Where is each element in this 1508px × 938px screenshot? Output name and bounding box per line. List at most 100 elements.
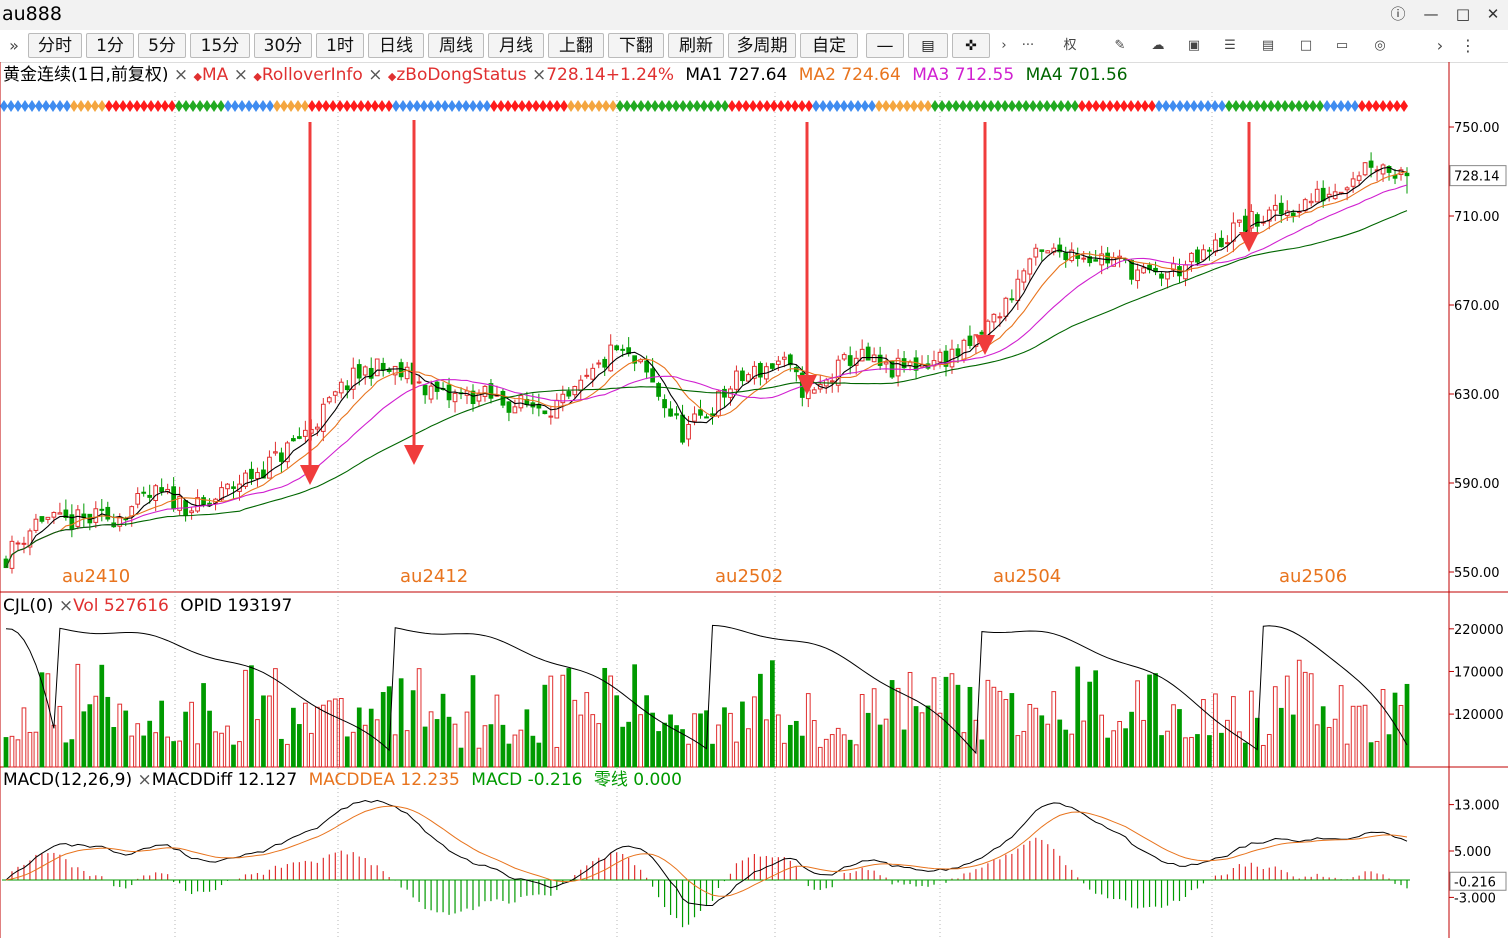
macd-diff-line bbox=[5, 799, 1408, 906]
status-marker bbox=[700, 100, 708, 112]
macd-tick-label: 13.000 bbox=[1454, 799, 1500, 814]
status-marker bbox=[308, 100, 316, 112]
candle-body bbox=[183, 500, 188, 516]
price-tick-label: 550.00 bbox=[1454, 566, 1500, 581]
period-button-daily[interactable]: 日线 bbox=[368, 33, 424, 58]
candle-body bbox=[524, 398, 530, 405]
volume-bar bbox=[1302, 671, 1308, 768]
close-indicator-icon[interactable]: × bbox=[137, 770, 152, 790]
refresh-button[interactable]: 刷新 bbox=[668, 33, 724, 58]
volume-bar bbox=[39, 672, 45, 768]
candle-body bbox=[955, 348, 961, 357]
volume-bar bbox=[967, 686, 973, 768]
period-button-fenshi[interactable]: 分时 bbox=[28, 33, 82, 58]
candle-body bbox=[1308, 200, 1314, 204]
candle-body bbox=[961, 339, 967, 361]
period-button-weekly[interactable]: 周线 bbox=[428, 33, 484, 58]
volume-bar bbox=[69, 739, 75, 768]
candle-body bbox=[428, 385, 434, 400]
volume-bar bbox=[500, 724, 506, 768]
chevron-right-icon[interactable]: › bbox=[1001, 38, 1007, 53]
period-button-30min[interactable]: 30分 bbox=[254, 33, 312, 58]
volume-bar bbox=[159, 700, 165, 768]
trash-icon[interactable]: ▭ bbox=[1335, 38, 1349, 53]
candle-body bbox=[153, 485, 159, 501]
indicator-rollover[interactable]: RolloverInfo bbox=[261, 65, 363, 85]
candle-body bbox=[1254, 214, 1260, 227]
status-marker bbox=[581, 100, 589, 112]
more-icon[interactable]: ··· bbox=[1021, 38, 1035, 53]
more-vertical-icon[interactable]: ⋮ bbox=[1460, 36, 1476, 55]
double-chevron-right-icon[interactable]: » bbox=[9, 36, 19, 55]
document-icon[interactable]: ▤ bbox=[1261, 38, 1275, 53]
status-marker bbox=[693, 100, 701, 112]
candle-body bbox=[87, 513, 93, 524]
close-indicator-icon[interactable]: × bbox=[368, 65, 383, 85]
period-button-15min[interactable]: 15分 bbox=[190, 33, 250, 58]
close-indicator-icon[interactable]: × bbox=[531, 65, 547, 85]
volume-bar bbox=[99, 664, 105, 768]
indicator-bodong[interactable]: zBoDongStatus bbox=[396, 65, 527, 85]
volume-bar bbox=[165, 736, 171, 768]
close-indicator-icon[interactable]: × bbox=[233, 65, 248, 85]
candle-body bbox=[913, 357, 919, 371]
eraser-tool-icon[interactable]: ✜ bbox=[952, 33, 990, 58]
volume-bar bbox=[548, 675, 554, 768]
cloud-icon[interactable]: ☁ bbox=[1151, 38, 1165, 53]
signal-arrow-head bbox=[975, 335, 995, 355]
volume-bar bbox=[1242, 742, 1248, 768]
minimize-icon[interactable]: — bbox=[1423, 5, 1439, 23]
candle-body bbox=[752, 365, 757, 379]
contract-label: au2410 bbox=[62, 566, 130, 587]
target-icon[interactable]: ◎ bbox=[1374, 38, 1386, 53]
candle-body bbox=[1051, 247, 1057, 253]
volume-bar bbox=[1290, 714, 1296, 768]
candle-body bbox=[320, 403, 326, 432]
candle-body bbox=[1314, 188, 1320, 203]
bar-tool-icon[interactable]: ▤ bbox=[908, 33, 948, 58]
status-marker bbox=[938, 100, 946, 112]
status-marker bbox=[56, 100, 64, 112]
candle-body bbox=[500, 390, 506, 406]
custom-button[interactable]: 自定 bbox=[800, 33, 858, 58]
page-down-button[interactable]: 下翻 bbox=[608, 33, 664, 58]
status-marker bbox=[1127, 100, 1135, 112]
candle-body bbox=[590, 367, 596, 380]
volume-bar bbox=[273, 668, 278, 768]
chevron-right-icon[interactable]: › bbox=[1436, 36, 1444, 55]
status-marker bbox=[574, 100, 582, 112]
close-icon[interactable]: ✕ bbox=[1486, 5, 1500, 23]
quan-button[interactable]: 权 bbox=[1063, 38, 1077, 53]
window-icon[interactable]: □ bbox=[1299, 38, 1313, 53]
period-button-5min[interactable]: 5分 bbox=[138, 33, 186, 58]
candle-body bbox=[1195, 249, 1200, 263]
period-button-1hour[interactable]: 1时 bbox=[316, 33, 364, 58]
pen-icon[interactable]: ✎ bbox=[1114, 38, 1126, 53]
volume-bar bbox=[781, 742, 787, 768]
page-up-button[interactable]: 上翻 bbox=[548, 33, 604, 58]
screenshot-icon[interactable]: ▣ bbox=[1187, 38, 1201, 53]
volume-bar bbox=[1093, 670, 1099, 768]
status-marker bbox=[1015, 100, 1023, 112]
candle-body bbox=[1129, 259, 1134, 280]
close-indicator-icon[interactable]: × bbox=[58, 596, 74, 616]
volume-bar bbox=[1219, 732, 1224, 768]
line-tool-icon[interactable]: — bbox=[866, 33, 904, 58]
settings-icon[interactable]: ☰ bbox=[1224, 38, 1236, 53]
candle-body bbox=[680, 414, 685, 443]
volume-bar bbox=[404, 730, 410, 768]
candle-body bbox=[1105, 252, 1111, 264]
status-marker bbox=[658, 100, 666, 112]
price-change: 728.14+1.24% bbox=[546, 65, 674, 85]
candle-body bbox=[135, 493, 141, 505]
period-button-1min[interactable]: 1分 bbox=[86, 33, 134, 58]
indicator-ma[interactable]: MA bbox=[202, 65, 229, 85]
period-button-monthly[interactable]: 月线 bbox=[488, 33, 544, 58]
volume-bar bbox=[632, 664, 638, 768]
multi-period-button[interactable]: 多周期 bbox=[728, 33, 796, 58]
close-indicator-icon[interactable]: × bbox=[173, 65, 189, 85]
maximize-icon[interactable]: □ bbox=[1455, 5, 1471, 23]
help-icon[interactable]: ⓘ bbox=[1390, 5, 1406, 23]
status-marker bbox=[434, 100, 442, 112]
